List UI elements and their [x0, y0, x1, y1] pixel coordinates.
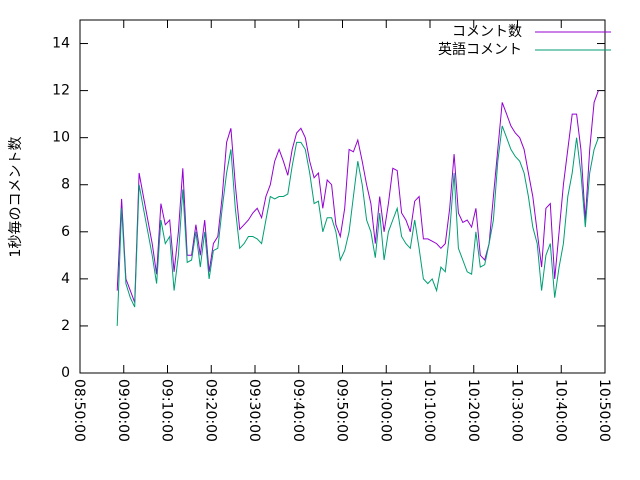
y-tick-label: 10: [52, 130, 70, 146]
y-tick-label: 4: [61, 271, 70, 287]
x-tick-label: 10:10:00: [421, 379, 437, 442]
series-line: [116, 125, 599, 326]
series-line: [116, 90, 599, 303]
x-tick-label: 09:50:00: [334, 379, 350, 442]
y-tick-label: 8: [61, 177, 70, 193]
x-tick-label: 09:40:00: [290, 379, 306, 442]
y-axis-label: 1秒毎のコメント数: [8, 137, 24, 258]
y-tick-label: 0: [61, 365, 70, 381]
x-tick-label: 09:30:00: [246, 379, 262, 442]
x-tick-label: 10:50:00: [596, 379, 612, 442]
y-tick-label: 14: [52, 36, 70, 52]
x-tick-label: 10:00:00: [377, 379, 393, 442]
y-tick-label: 6: [61, 224, 70, 240]
x-tick-label: 09:00:00: [115, 379, 131, 442]
x-tick-label: 10:20:00: [465, 379, 481, 442]
x-tick-label: 10:40:00: [552, 379, 568, 442]
x-tick-label: 09:20:00: [202, 379, 218, 442]
x-tick-label: 10:30:00: [509, 379, 525, 442]
y-tick-label: 2: [61, 318, 70, 334]
y-tick-label: 12: [52, 83, 70, 99]
x-tick-label: 09:10:00: [159, 379, 175, 442]
plot-border: [79, 19, 606, 374]
x-tick-label: 08:50:00: [71, 379, 87, 442]
legend-label: 英語コメント: [438, 41, 522, 58]
legend-label: コメント数: [452, 24, 522, 40]
